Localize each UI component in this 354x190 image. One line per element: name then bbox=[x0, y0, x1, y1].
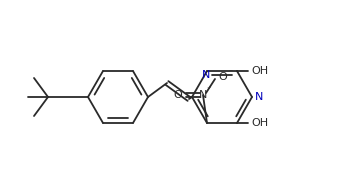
Text: OH: OH bbox=[251, 118, 269, 128]
Text: ⁻: ⁻ bbox=[229, 67, 233, 77]
Text: ⁺: ⁺ bbox=[207, 86, 211, 94]
Text: N: N bbox=[199, 90, 207, 100]
Text: O: O bbox=[219, 72, 227, 82]
Text: O: O bbox=[173, 90, 182, 100]
Text: N: N bbox=[255, 92, 263, 102]
Text: OH: OH bbox=[251, 66, 269, 76]
Text: N: N bbox=[202, 70, 210, 80]
